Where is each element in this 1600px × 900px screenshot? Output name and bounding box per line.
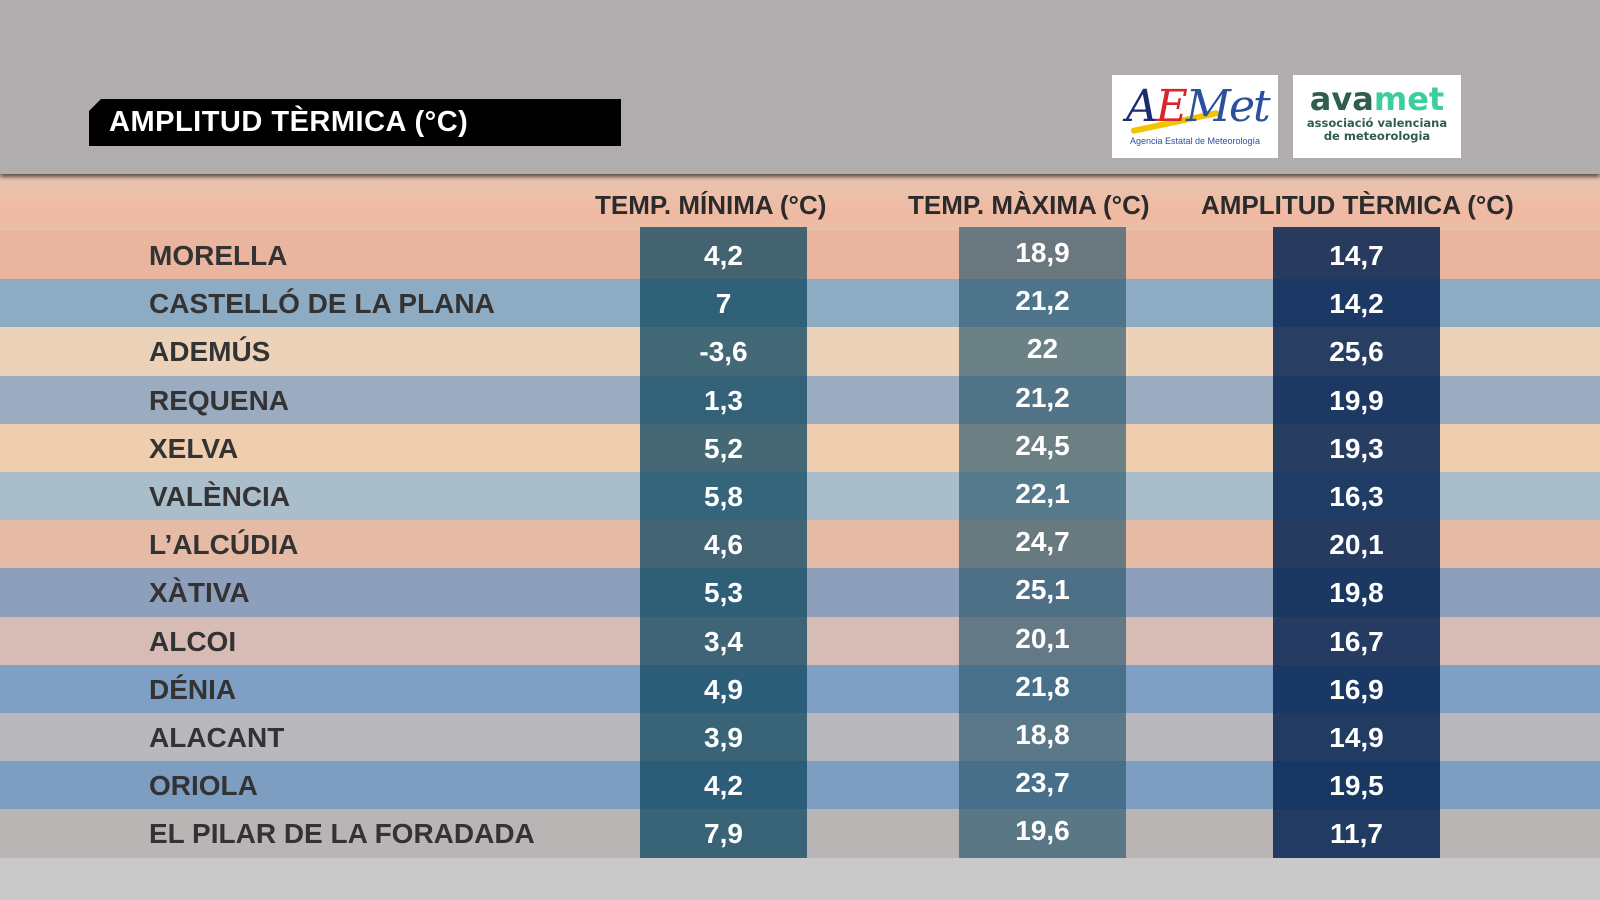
table-row: VALÈNCIA 5,8 22,1 16,3 (0, 472, 1600, 521)
table-row: CASTELLÓ DE LA PLANA 7 21,2 14,2 (0, 279, 1600, 328)
station-name: ALACANT (149, 722, 285, 753)
min-temp-cell: 5,3 (640, 568, 807, 617)
table-row: EL PILAR DE LA FORADADA 7,9 19,6 11,7 (0, 809, 1600, 858)
station-name: ALCOI (149, 625, 237, 657)
header: AMPLITUD TÈRMICA (°C) AEMet Agencia Esta… (0, 0, 1600, 174)
min-temp-cell: 5,8 (640, 472, 807, 521)
amplitude-cell: 19,8 (1273, 568, 1440, 617)
max-temp-cell: 19,6 (959, 809, 1126, 858)
min-temp-cell: 5,2 (640, 423, 807, 473)
min-temp-cell: 4,2 (640, 761, 807, 810)
page-title: AMPLITUD TÈRMICA (°C) (89, 99, 621, 146)
station-name: XÀTIVA (149, 577, 250, 609)
station-name: L’ALCÚDIA (149, 529, 299, 561)
column-header-amplitude: AMPLITUD TÈRMICA (°C) (1201, 190, 1514, 220)
aemet-logo: AEMet Agencia Estatal de Meteorología (1112, 75, 1278, 158)
min-temp-cell: 3,9 (640, 713, 807, 762)
table-row: ALACANT 3,9 18,8 14,9 (0, 713, 1600, 762)
table-row: XELVA 5,2 24,5 19,3 (0, 423, 1600, 473)
amplitude-cell: 19,5 (1273, 761, 1440, 810)
table-row: ALCOI 3,4 20,1 16,7 (0, 616, 1600, 665)
station-name: VALÈNCIA (149, 481, 291, 512)
table-row: MORELLA 4,2 18,9 14,7 (0, 231, 1600, 280)
max-temp-cell: 22,1 (959, 472, 1126, 521)
column-cap (1273, 227, 1440, 231)
amplitude-cell: 16,9 (1273, 664, 1440, 714)
max-temp-cell: 18,8 (959, 713, 1126, 762)
max-temp-cell: 20,1 (959, 616, 1126, 665)
station-name: MORELLA (149, 240, 288, 271)
column-cap (959, 227, 1126, 231)
avamet-logo: avamet associació valenciana de meteorol… (1293, 75, 1461, 158)
table-row: ORIOLA 4,2 23,7 19,5 (0, 761, 1600, 810)
station-name: REQUENA (149, 384, 290, 416)
amplitude-cell: 14,7 (1273, 231, 1440, 280)
column-header-min: TEMP. MÍNIMA (°C) (595, 190, 827, 220)
amplitude-cell: 11,7 (1273, 809, 1440, 858)
amplitude-cell: 25,6 (1273, 327, 1440, 376)
min-temp-cell: 1,3 (640, 375, 807, 424)
amplitude-cell: 14,2 (1273, 279, 1440, 328)
column-cap (640, 227, 807, 231)
max-temp-cell: 25,1 (959, 568, 1126, 617)
min-temp-cell: 4,6 (640, 520, 807, 569)
max-temp-cell: 24,5 (959, 423, 1126, 473)
amplitude-cell: 16,3 (1273, 472, 1440, 521)
station-name: CASTELLÓ DE LA PLANA (149, 288, 495, 320)
amplitude-cell: 14,9 (1273, 713, 1440, 762)
amplitude-cell: 19,3 (1273, 423, 1440, 473)
station-name: EL PILAR DE LA FORADADA (149, 818, 535, 850)
max-temp-cell: 21,8 (959, 664, 1126, 714)
min-temp-cell: 3,4 (640, 616, 807, 665)
amplitude-cell: 16,7 (1273, 616, 1440, 665)
max-temp-cell: 21,2 (959, 279, 1126, 328)
max-temp-cell: 18,9 (959, 231, 1126, 280)
max-temp-cell: 22 (959, 327, 1126, 376)
min-temp-cell: -3,6 (640, 327, 807, 376)
table-row: XÀTIVA 5,3 25,1 19,8 (0, 568, 1600, 617)
station-name: XELVA (149, 432, 239, 464)
min-temp-cell: 4,9 (640, 664, 807, 714)
column-header-max: TEMP. MÀXIMA (°C) (908, 190, 1150, 220)
min-temp-cell: 7,9 (640, 809, 807, 858)
table-row: DÉNIA 4,9 21,8 16,9 (0, 664, 1600, 714)
table-row: ADEMÚS -3,6 22 25,6 (0, 327, 1600, 376)
table-row: L’ALCÚDIA 4,6 24,7 20,1 (0, 520, 1600, 569)
min-temp-cell: 4,2 (640, 231, 807, 280)
max-temp-cell: 24,7 (959, 520, 1126, 569)
amplitude-cell: 20,1 (1273, 520, 1440, 569)
max-temp-cell: 23,7 (959, 761, 1126, 810)
station-name: ORIOLA (149, 770, 258, 802)
station-name: ADEMÚS (149, 336, 271, 368)
min-temp-cell: 7 (640, 279, 807, 328)
station-name: DÉNIA (149, 673, 237, 705)
amplitude-cell: 19,9 (1273, 375, 1440, 424)
max-temp-cell: 21,2 (959, 375, 1126, 424)
table-row: REQUENA 1,3 21,2 19,9 (0, 375, 1600, 424)
